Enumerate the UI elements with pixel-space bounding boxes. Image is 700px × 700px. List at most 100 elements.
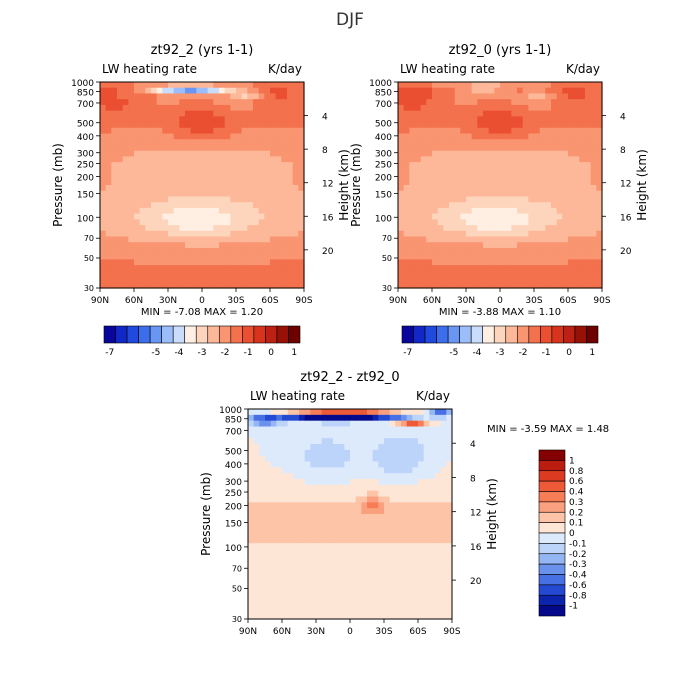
heatmap-cell [446, 554, 453, 562]
heatmap-cell [179, 213, 186, 220]
heatmap-cell [435, 496, 442, 503]
heatmap-cell [432, 173, 439, 180]
heatmap-cell [162, 150, 169, 157]
heatmap-cell [145, 87, 152, 95]
heatmap-cell [372, 554, 379, 562]
heatmap-cell [253, 87, 260, 95]
heatmap-cell [264, 242, 271, 249]
heatmap-cell [253, 519, 260, 527]
y-tick-label: 70 [84, 234, 94, 243]
heatmap-cell [372, 514, 379, 521]
heatmap-cell [213, 282, 220, 289]
heatmap-cell [321, 537, 328, 544]
heatmap-cell [528, 276, 535, 283]
heatmap-cell [207, 82, 214, 89]
heatmap-cell [534, 150, 541, 157]
heatmap-cell [395, 502, 402, 509]
heatmap-cell [304, 502, 311, 509]
heatmap-cell [528, 87, 535, 95]
heatmap-cell [111, 236, 118, 243]
heatmap-cell [389, 490, 396, 498]
heatmap-cell [117, 93, 124, 100]
heatmap-cell [539, 139, 546, 146]
heatmap-cell [139, 144, 146, 152]
heatmap-cell [585, 270, 592, 278]
heatmap-cell [505, 179, 512, 186]
heatmap-cell [534, 99, 541, 106]
heatmap-cell [372, 502, 379, 509]
heatmap-cell [446, 578, 453, 585]
heatmap-cell [293, 426, 300, 433]
heatmap-cell [293, 537, 300, 544]
heatmap-cell [299, 560, 306, 568]
heatmap-cell [224, 236, 231, 243]
heatmap-cell [304, 572, 311, 579]
heatmap-cell [412, 438, 419, 445]
heatmap-cell [117, 139, 124, 146]
heatmap-cell [435, 461, 442, 468]
y2-axis-label: Height (km) [485, 478, 499, 549]
heatmap-cell [573, 282, 580, 289]
heatmap-cell [443, 167, 450, 175]
heatmap-cell [224, 127, 231, 135]
heatmap-cell [338, 514, 345, 521]
heatmap-cell [162, 265, 169, 272]
heatmap-cell [248, 473, 255, 480]
heatmap-cell [128, 207, 135, 215]
heatmap-cell [276, 467, 283, 474]
heatmap-cell [590, 270, 597, 278]
heatmap-cell [156, 122, 163, 129]
heatmap-cell [500, 82, 507, 89]
heatmap-cell [528, 282, 535, 289]
colorbar-swatch [103, 325, 116, 344]
heatmap-cell [395, 432, 402, 439]
min-max-stats: MIN = -3.88 MAX = 1.10 [439, 307, 561, 318]
heatmap-cell [528, 213, 535, 220]
heatmap-cell [202, 185, 209, 192]
heatmap-cell [488, 162, 495, 169]
heatmap-cell [412, 502, 419, 509]
heatmap-cell [196, 116, 203, 123]
heatmap-cell [316, 420, 323, 428]
heatmap-cell [333, 572, 340, 579]
heatmap-cell [556, 150, 563, 157]
heatmap-cell [426, 93, 433, 100]
heatmap-cell [449, 282, 456, 289]
heatmap-cell [412, 420, 419, 428]
heatmap-cell [344, 473, 351, 480]
heatmap-cell [253, 202, 260, 209]
heatmap-cell [190, 276, 197, 283]
heatmap-cell [236, 196, 243, 203]
heatmap-cell [350, 554, 357, 562]
heatmap-cell [415, 150, 422, 157]
heatmap-cell [128, 270, 135, 278]
heatmap-cell [287, 461, 294, 468]
heatmap-cell [429, 525, 436, 533]
heatmap-cell [338, 467, 345, 474]
heatmap-cell [432, 162, 439, 169]
heatmap-cell [420, 104, 427, 112]
heatmap-cell [292, 162, 299, 169]
heatmap-cell [596, 265, 603, 272]
heatmap-cell [236, 230, 243, 238]
heatmap-cell [573, 213, 580, 220]
heatmap-cell [517, 219, 524, 226]
heatmap-cell [460, 122, 467, 129]
heatmap-cell [264, 116, 271, 123]
heatmap-cell [265, 543, 272, 550]
heatmap-cell [355, 508, 362, 515]
heatmap-cell [287, 444, 294, 451]
heatmap-cell [522, 110, 529, 117]
heatmap-cell [321, 578, 328, 585]
heatmap-cell [111, 82, 118, 89]
heatmap-cell [344, 560, 351, 568]
heatmap-cell [551, 150, 558, 157]
heatmap-cell [505, 167, 512, 175]
heatmap-cell [423, 432, 430, 439]
heatmap-cell [378, 438, 385, 445]
heatmap-cell [395, 473, 402, 480]
heatmap-cell [298, 253, 305, 260]
heatmap-cell [213, 104, 220, 112]
heatmap-cell [327, 554, 334, 562]
heatmap-cell [230, 133, 237, 140]
